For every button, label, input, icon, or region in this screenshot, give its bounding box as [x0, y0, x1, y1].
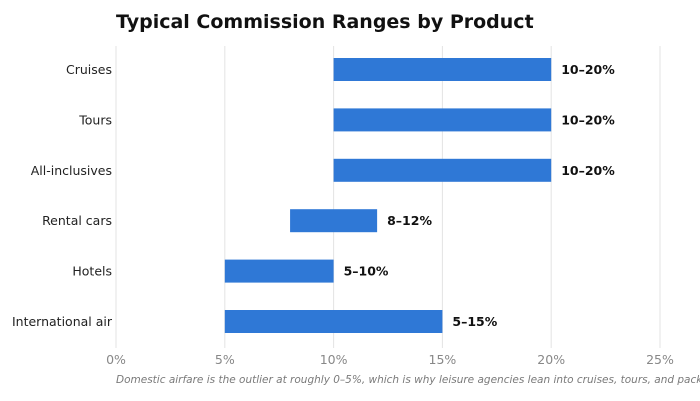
data-label: 5–10% [344, 264, 389, 279]
category-label: Hotels [72, 264, 112, 279]
category-label: Rental cars [42, 213, 112, 228]
range-bar [224, 310, 443, 333]
chart-caption: Domestic airfare is the outlier at rough… [116, 374, 700, 386]
data-label: 10–20% [561, 163, 615, 178]
x-tick-label: 10% [320, 352, 348, 367]
x-tick-label: 25% [646, 352, 674, 367]
data-label: 8–12% [387, 213, 432, 228]
data-label: 10–20% [561, 62, 615, 77]
category-label: All-inclusives [31, 163, 112, 178]
range-bar [290, 209, 378, 233]
x-tick-label: 15% [429, 352, 457, 367]
x-tick-label: 0% [106, 352, 126, 367]
data-label: 10–20% [561, 112, 615, 127]
range-bar [333, 108, 552, 132]
x-tick-label: 20% [537, 352, 565, 367]
x-tick-label: 5% [215, 352, 235, 367]
data-label: 5–15% [452, 314, 497, 329]
category-label: Tours [78, 112, 112, 127]
range-bar [333, 158, 552, 182]
category-label: International air [12, 314, 113, 329]
range-bar [224, 259, 334, 283]
category-label: Cruises [66, 62, 112, 77]
range-bar [333, 58, 552, 81]
chart-title: Typical Commission Ranges by Product [116, 11, 534, 33]
